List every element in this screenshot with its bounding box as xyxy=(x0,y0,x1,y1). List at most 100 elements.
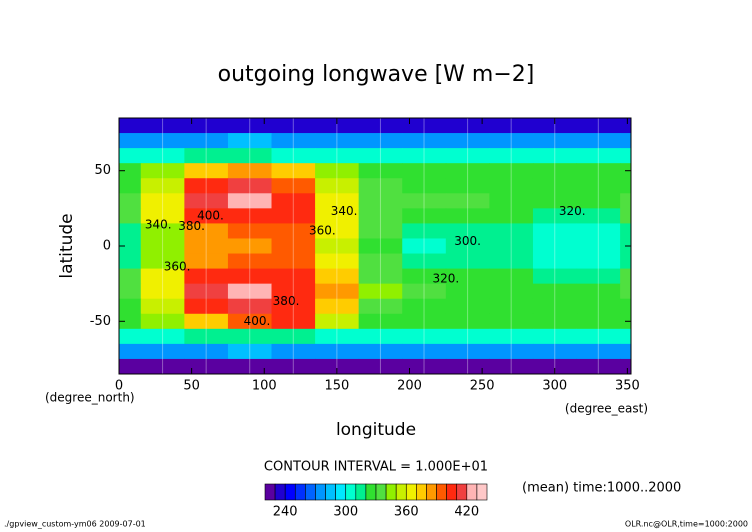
colorbar-box xyxy=(416,483,427,501)
field-cell xyxy=(576,133,621,149)
field-cell xyxy=(227,163,273,179)
field-cell xyxy=(620,208,631,224)
field-cell xyxy=(119,358,142,374)
field-cell xyxy=(358,193,403,209)
field-cell xyxy=(576,298,621,315)
field-cell xyxy=(271,313,316,330)
field-cell xyxy=(576,328,621,345)
colorbar-box xyxy=(315,483,326,501)
colorbar-tick-label: 300 xyxy=(333,505,358,520)
field-cell xyxy=(227,193,273,209)
y-tick-label: 50 xyxy=(94,163,111,178)
field-cell xyxy=(576,208,621,224)
field-cell xyxy=(576,313,621,330)
field-cell xyxy=(489,193,534,209)
field-cell xyxy=(227,148,273,164)
field-cell xyxy=(227,238,273,255)
field-cell xyxy=(119,223,142,239)
field-cell xyxy=(315,268,360,285)
field-cell xyxy=(315,223,360,239)
field-cell xyxy=(184,223,229,239)
contour-label: 340. xyxy=(145,217,172,231)
field-cell xyxy=(532,283,578,300)
overlay: 320.300.320.340.360.380.400.360.340.380.… xyxy=(90,118,640,520)
field-cell xyxy=(140,148,185,164)
field-cell xyxy=(445,328,490,345)
field-cell xyxy=(184,178,229,194)
field-cell xyxy=(576,343,621,360)
colorbar-box xyxy=(476,483,488,501)
field-cell xyxy=(532,148,578,164)
field-cell xyxy=(140,358,185,374)
colorbar-box xyxy=(385,483,397,501)
colorbar-box xyxy=(305,483,316,501)
contour-label: 380. xyxy=(178,219,205,233)
field-cell xyxy=(358,148,403,164)
field-cell xyxy=(140,343,185,360)
field-cell xyxy=(271,178,316,194)
field-cell xyxy=(184,253,229,270)
field-cell xyxy=(358,358,403,374)
field-cell xyxy=(489,133,534,149)
field-cell xyxy=(445,208,490,224)
field-cell xyxy=(227,313,273,330)
field-cell xyxy=(489,253,534,270)
field-cell xyxy=(532,193,578,209)
field-cell xyxy=(445,223,490,239)
field-cell xyxy=(358,133,403,149)
time-note: (mean) time:1000..2000 xyxy=(522,481,681,496)
field-cell xyxy=(119,268,142,285)
field-cell xyxy=(532,358,578,374)
field-cell xyxy=(358,268,403,285)
field-cell xyxy=(315,208,360,224)
x-tick-label: 200 xyxy=(397,379,422,394)
field-cell xyxy=(358,178,403,194)
field-cell xyxy=(489,298,534,315)
field-cell xyxy=(271,253,316,270)
field-cell xyxy=(532,343,578,360)
field-cell xyxy=(445,268,490,285)
field-cell xyxy=(119,298,142,315)
field-cell xyxy=(358,238,403,255)
field-cell xyxy=(184,118,229,134)
field-cell xyxy=(140,238,185,255)
field-cell xyxy=(445,313,490,330)
field-cell xyxy=(119,328,142,345)
field-cell xyxy=(271,208,316,224)
field-cell xyxy=(140,253,185,270)
field-cell xyxy=(358,223,403,239)
field-cell xyxy=(119,208,142,224)
y-units: (degree_north) xyxy=(45,391,135,405)
colorbar-tick-label: 420 xyxy=(454,505,479,520)
field-cell xyxy=(489,313,534,330)
field-cell xyxy=(271,283,316,300)
contour-label: 400. xyxy=(197,208,224,222)
field-cell xyxy=(184,193,229,209)
field-cell xyxy=(271,148,316,164)
field-cell xyxy=(140,118,185,134)
y-tick-label: 0 xyxy=(103,239,111,254)
field-cell xyxy=(620,193,631,209)
field-cell xyxy=(315,358,360,374)
colorbar-box xyxy=(294,483,306,501)
colorbar-tick-label: 360 xyxy=(394,505,419,520)
field-cell xyxy=(227,223,273,239)
field-cell xyxy=(140,178,185,194)
field-cell xyxy=(184,343,229,360)
field-cell xyxy=(489,268,534,285)
field-cell xyxy=(402,253,447,270)
field-cell xyxy=(402,133,447,149)
field-cell xyxy=(620,358,631,374)
field-cell xyxy=(184,328,229,345)
field-cell xyxy=(358,298,403,315)
field-cell xyxy=(576,118,621,134)
field-cell xyxy=(445,298,490,315)
field-cell xyxy=(620,298,631,315)
field xyxy=(119,118,631,374)
field-cell xyxy=(402,193,447,209)
field-cell xyxy=(489,238,534,255)
field-cell xyxy=(576,253,621,270)
field-cell xyxy=(576,283,621,300)
field-cell xyxy=(445,358,490,374)
field-cell xyxy=(532,178,578,194)
